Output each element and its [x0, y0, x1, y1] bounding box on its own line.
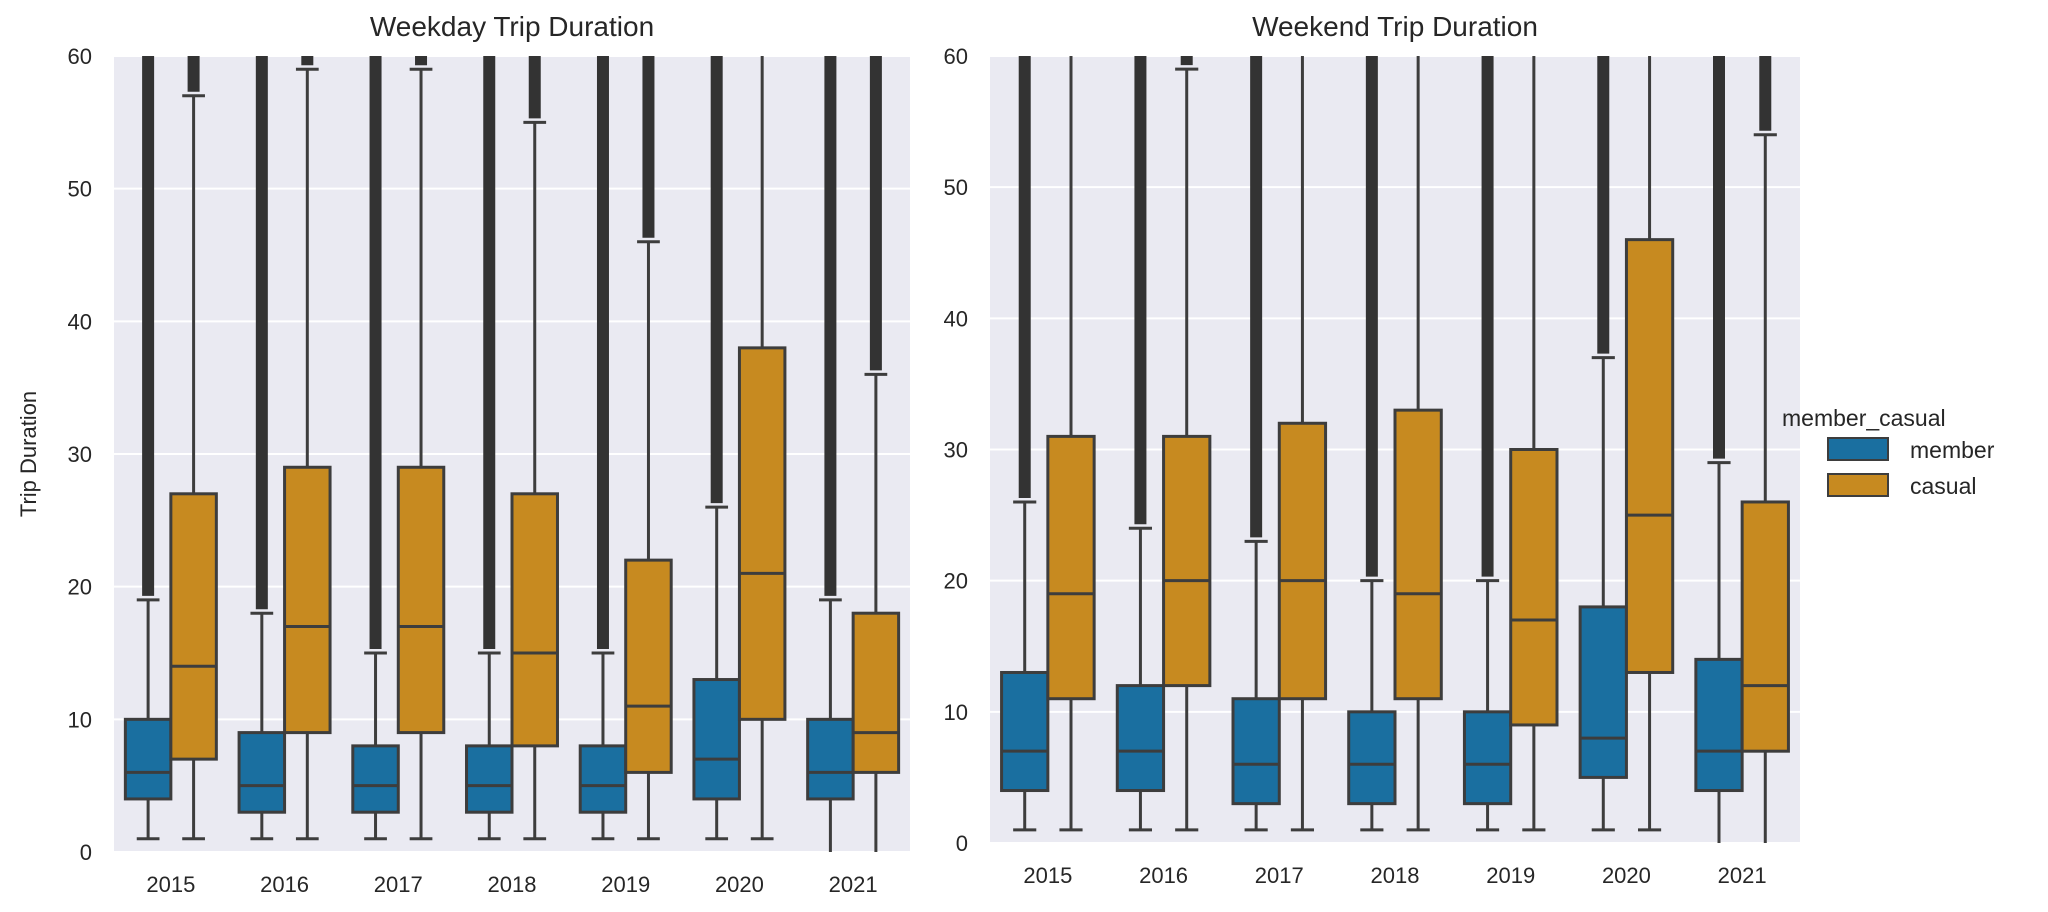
- y-tick-label: 50: [68, 177, 92, 202]
- y-tick-label: 10: [944, 700, 968, 725]
- y-tick-label: 20: [68, 575, 92, 600]
- y-tick-label: 40: [68, 309, 92, 334]
- box-member: [1694, 657, 1744, 793]
- legend-label-member: member: [1910, 437, 1995, 463]
- box-member: [1462, 710, 1513, 806]
- y-tick-label: 30: [944, 438, 968, 463]
- box-casual: [1740, 500, 1790, 753]
- legend-label-casual: casual: [1910, 473, 1976, 499]
- box-casual: [169, 492, 218, 761]
- x-tick-label: 2016: [260, 872, 309, 897]
- x-tick-label: 2019: [601, 872, 650, 897]
- box-member: [1231, 697, 1281, 806]
- x-tick-label: 2020: [1602, 863, 1651, 888]
- box-member: [1578, 605, 1628, 779]
- x-tick-label: 2018: [488, 872, 537, 897]
- x-tick-label: 2020: [715, 872, 764, 897]
- box-member: [123, 717, 173, 801]
- box-member: [465, 744, 514, 814]
- box-member: [692, 678, 741, 801]
- box-member: [1000, 670, 1050, 793]
- box-casual: [737, 346, 787, 721]
- box-casual: [1624, 238, 1675, 674]
- box-member: [351, 744, 400, 814]
- box-member: [1347, 710, 1397, 806]
- y-tick-label: 50: [944, 175, 968, 200]
- box-casual: [396, 465, 446, 735]
- y-tick-label: 60: [944, 44, 968, 69]
- y-tick-label: 10: [68, 707, 92, 732]
- x-tick-label: 2019: [1486, 863, 1535, 888]
- x-tick-label: 2021: [829, 872, 878, 897]
- weekday-panel: 0 10 20 30 40 50 60 Weekday Trip Duration Trip D…: [16, 11, 910, 897]
- x-tick-label: 2017: [1255, 863, 1304, 888]
- box-member: [1115, 684, 1166, 793]
- weekend-panel: 0 10 20 30 40 50 60 Weekend Trip Duration 2015 20…: [944, 11, 1800, 888]
- y-tick-label: 0: [80, 840, 92, 865]
- box-member: [578, 744, 628, 814]
- box-casual: [624, 558, 673, 774]
- x-tick-label: 2016: [1139, 863, 1188, 888]
- y-tick-label: 20: [944, 569, 968, 594]
- x-tick-label: 2015: [1023, 863, 1072, 888]
- y-tick-label: 60: [68, 44, 92, 69]
- legend-swatch-casual: [1827, 473, 1889, 497]
- box-casual: [283, 465, 332, 735]
- legend-swatch-member: [1827, 437, 1889, 461]
- x-tick-label: 2015: [146, 872, 195, 897]
- box-casual: [1509, 448, 1559, 727]
- box-casual: [1277, 421, 1328, 701]
- box-member: [806, 717, 855, 801]
- x-tick-label: 2021: [1718, 863, 1767, 888]
- y-tick-label: 30: [68, 442, 92, 467]
- chart-title: Weekend Trip Duration: [1252, 11, 1538, 42]
- y-tick-label: 40: [944, 306, 968, 331]
- x-tick-label: 2018: [1371, 863, 1420, 888]
- y-tick-label: 0: [956, 831, 968, 856]
- box-casual: [1162, 434, 1212, 688]
- box-casual: [1046, 434, 1096, 701]
- legend: member_casual member casual: [1782, 405, 1995, 499]
- x-tick-label: 2017: [374, 872, 423, 897]
- box-member: [237, 731, 287, 814]
- box-casual: [851, 611, 901, 774]
- chart-title: Weekday Trip Duration: [370, 11, 654, 42]
- legend-title: member_casual: [1782, 405, 1946, 431]
- y-axis-label: Trip Duration: [16, 391, 41, 517]
- box-casual: [510, 492, 559, 748]
- box-casual: [1393, 408, 1443, 701]
